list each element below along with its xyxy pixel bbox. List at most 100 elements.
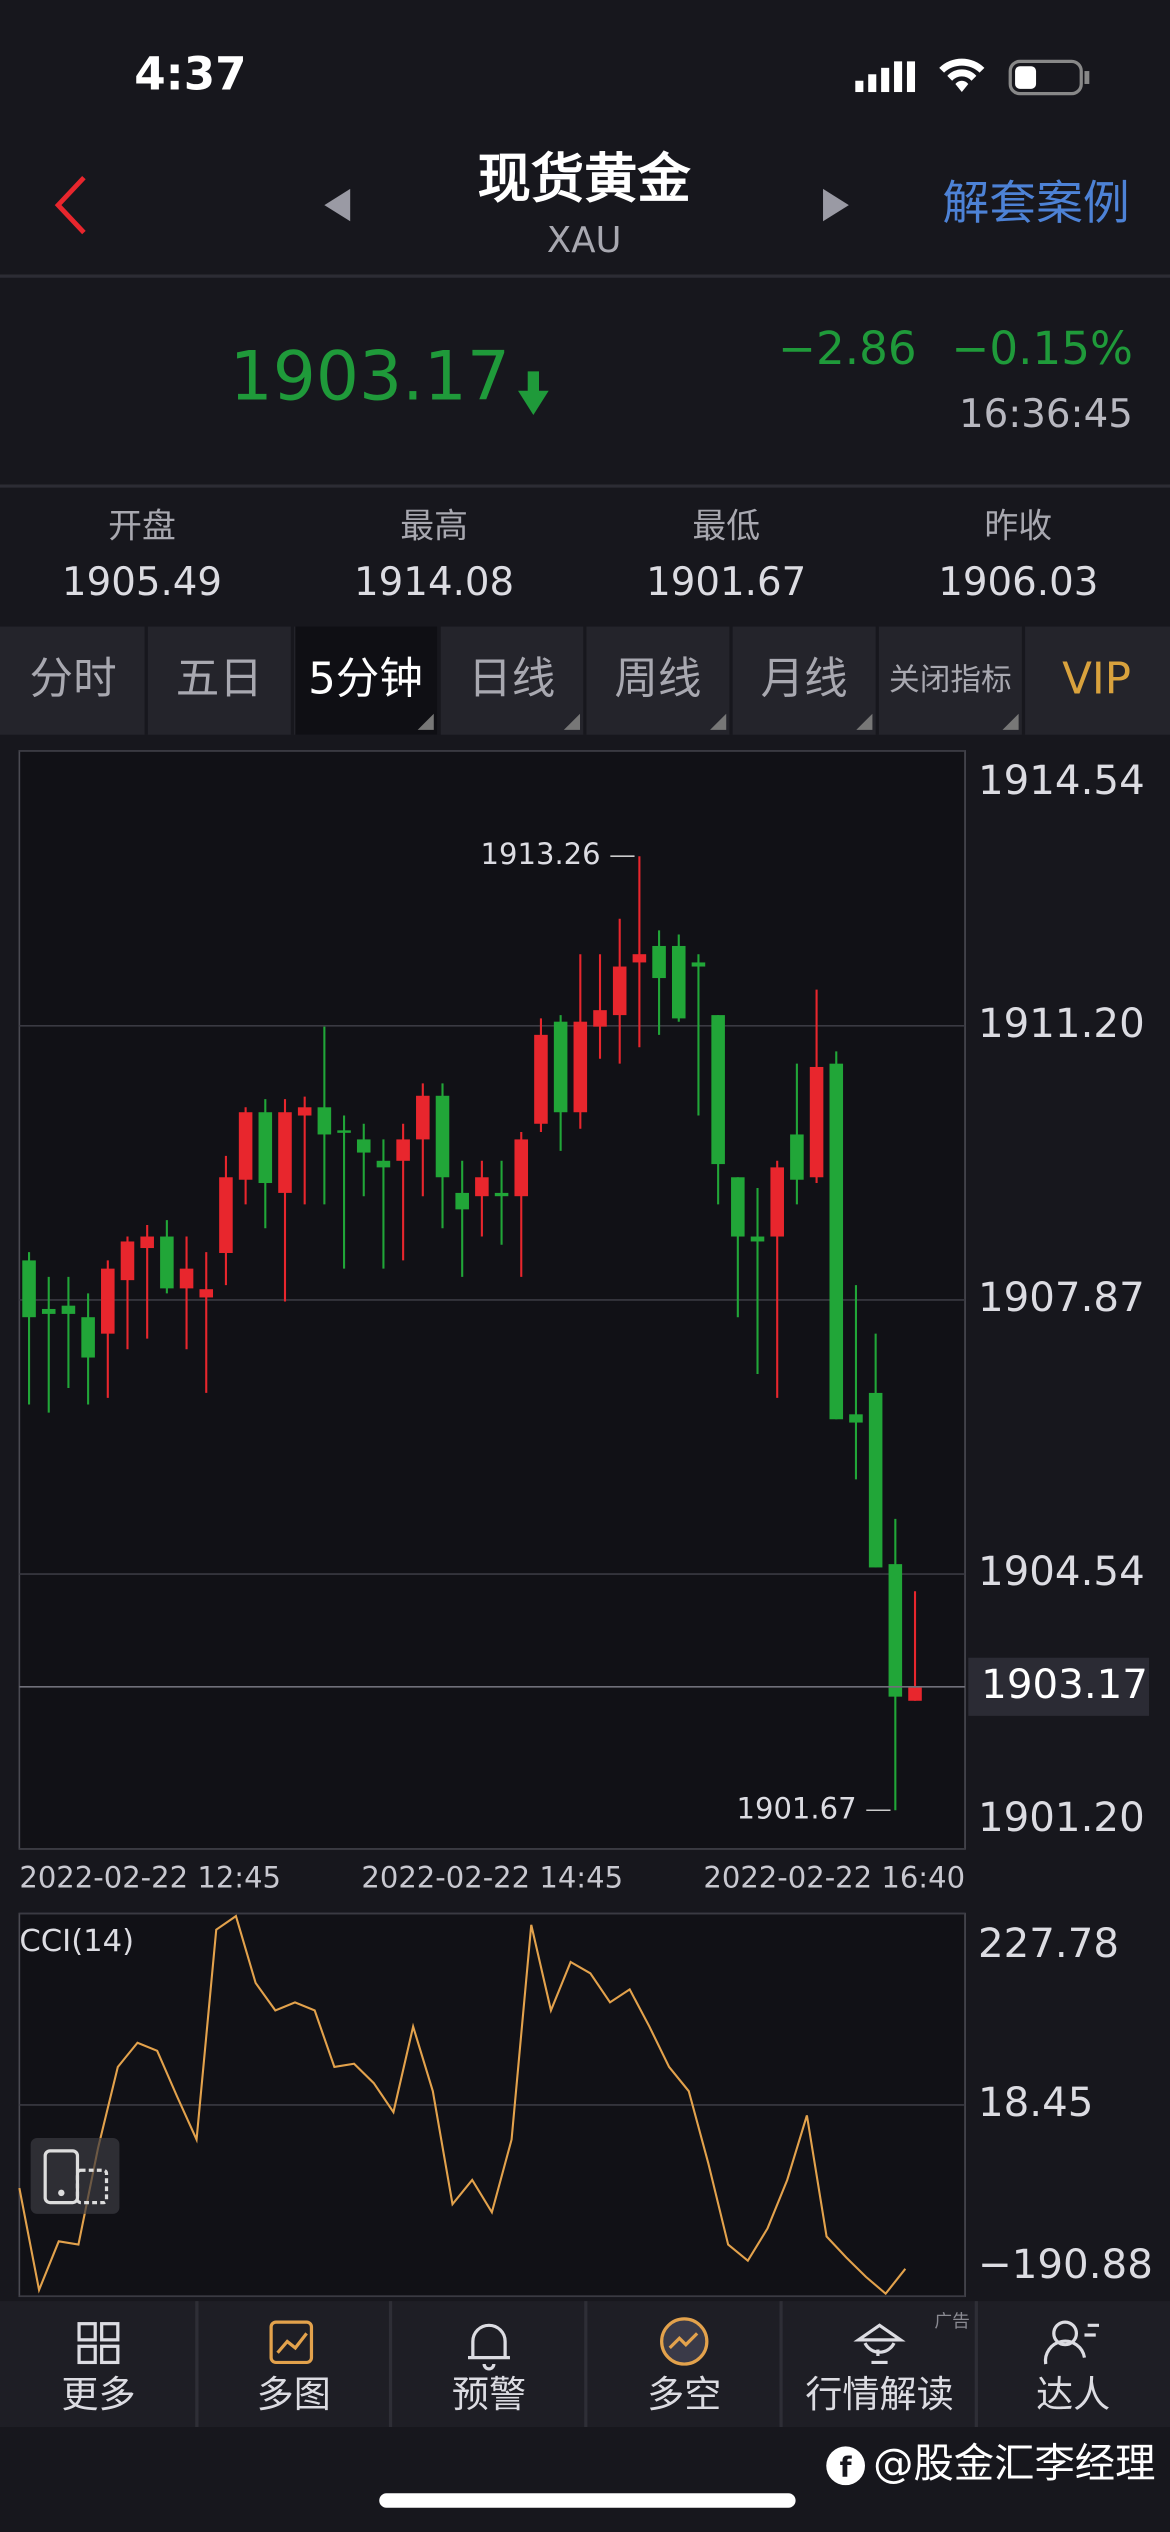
candle-body [81, 1317, 95, 1358]
prev-button[interactable] [324, 188, 351, 222]
candle-body [691, 962, 706, 967]
tab-corner [710, 713, 727, 730]
candle-body [534, 1034, 548, 1124]
candle-body [652, 945, 666, 979]
candle-body [258, 1112, 273, 1184]
candle-body [750, 1236, 765, 1242]
watermark-logo [826, 2446, 865, 2486]
header-link[interactable]: 解套案例 [943, 177, 1130, 231]
candle-body [396, 1139, 410, 1161]
nav-label[interactable]: 多图 [257, 2373, 331, 2416]
low-label: 1901.67 [737, 1791, 857, 1825]
candle-body [868, 1392, 883, 1568]
candle-body [573, 1021, 588, 1113]
y-tick-label: −190.88 [978, 2241, 1153, 2288]
nav-label[interactable]: 达人 [1036, 2373, 1110, 2416]
last-price-label: 1903.17 [981, 1661, 1148, 1708]
candle-body [41, 1308, 56, 1314]
watermark-logo-letter: f [840, 2453, 853, 2484]
y-tick-label: 18.45 [978, 2079, 1093, 2126]
candle-body [435, 1095, 450, 1178]
candle-body [849, 1414, 863, 1423]
tab[interactable]: 分时 [30, 654, 117, 704]
x-tick-label: 2022-02-22 14:45 [361, 1861, 623, 1895]
back-button[interactable] [54, 175, 86, 235]
candle-body [416, 1095, 430, 1140]
candle-body [888, 1564, 903, 1697]
x-tick-label: 2022-02-22 12:45 [19, 1861, 281, 1895]
high-label: 1913.26 [481, 837, 601, 871]
candle-body [238, 1112, 253, 1180]
nav-label[interactable]: 预警 [452, 2373, 526, 2416]
y-tick-label: 1914.54 [978, 757, 1145, 804]
active-tab-bg [295, 626, 441, 735]
candle-body [731, 1177, 745, 1237]
quote-change-pct: −0.15% [952, 322, 1133, 375]
nav-label[interactable]: 多空 [647, 2373, 721, 2416]
stat-value: 1901.67 [646, 560, 806, 605]
tab[interactable]: 日线 [468, 654, 555, 704]
candle-body [475, 1177, 489, 1197]
candle-body [770, 1167, 784, 1237]
candle-body [120, 1241, 135, 1281]
quote-time: 16:36:45 [959, 392, 1133, 437]
tab-corner [563, 713, 580, 730]
candle-body [140, 1236, 154, 1249]
candle-body [219, 1177, 233, 1253]
candle-body [22, 1260, 36, 1318]
candle-body [160, 1236, 174, 1289]
nav-dividers [195, 2301, 978, 2428]
header-symbol: XAU [547, 220, 622, 261]
tab[interactable]: 月线 [761, 654, 848, 704]
candle-body [553, 1021, 568, 1113]
last-price-tag [968, 1657, 1150, 1716]
tab[interactable]: 五日 [176, 654, 263, 704]
stats-row: 开盘 1905.49 最高 1914.08 最低 1901.67 昨收 1906… [62, 507, 1098, 606]
layout-toggle[interactable] [30, 2137, 120, 2214]
candle-body [356, 1139, 371, 1153]
stat-label: 昨收 [984, 507, 1052, 546]
tab[interactable]: VIP [1062, 654, 1131, 704]
down-arrow [518, 371, 549, 416]
cci-title: CCI(14) [19, 1924, 134, 1959]
stat-label: 最低 [692, 507, 760, 546]
candle-body [61, 1305, 76, 1314]
quote-change: −2.86 [778, 322, 916, 375]
stat-value: 1905.49 [62, 560, 222, 605]
candle-body [908, 1686, 922, 1701]
candle-body [179, 1268, 194, 1289]
y-tick-label: 1904.54 [978, 1548, 1145, 1595]
tab[interactable]: 关闭指标 [889, 663, 1012, 698]
cci-line [18, 1914, 907, 2296]
tab[interactable]: 5分钟 [308, 654, 423, 704]
candle-body [199, 1289, 214, 1298]
nav-label[interactable]: 更多 [61, 2373, 135, 2416]
stat-value: 1906.03 [938, 560, 1098, 605]
home-indicator [379, 2493, 796, 2508]
candle-body [376, 1160, 391, 1168]
next-button[interactable] [823, 188, 849, 222]
ad-tag: 广告 [934, 2311, 970, 2332]
tab[interactable]: 周线 [614, 654, 701, 704]
quote-price: 1903.17 [230, 337, 510, 416]
x-tick-label: 2022-02-22 16:40 [703, 1861, 965, 1895]
y-tick-label: 1911.20 [978, 1000, 1145, 1047]
watermark: @股金汇李经理 [873, 2440, 1155, 2487]
y-tick-label: 1907.87 [978, 1274, 1145, 1321]
stat-label: 开盘 [108, 507, 176, 546]
stat-label: 最高 [400, 507, 468, 546]
nav-label[interactable]: 行情解读 [805, 2373, 953, 2416]
candle-body [337, 1130, 351, 1133]
candle-body [494, 1192, 509, 1197]
tab-corner [1002, 713, 1019, 730]
candle-body [455, 1192, 469, 1210]
candle-body [671, 945, 686, 1019]
status-time: 4:37 [134, 48, 246, 101]
candle-body [632, 954, 647, 963]
candle-body [790, 1134, 804, 1180]
nav-icons [77, 2317, 1099, 2371]
y-tick-label: 227.78 [978, 1920, 1119, 1967]
status-icons [855, 58, 1090, 96]
candle-body [612, 966, 627, 1016]
